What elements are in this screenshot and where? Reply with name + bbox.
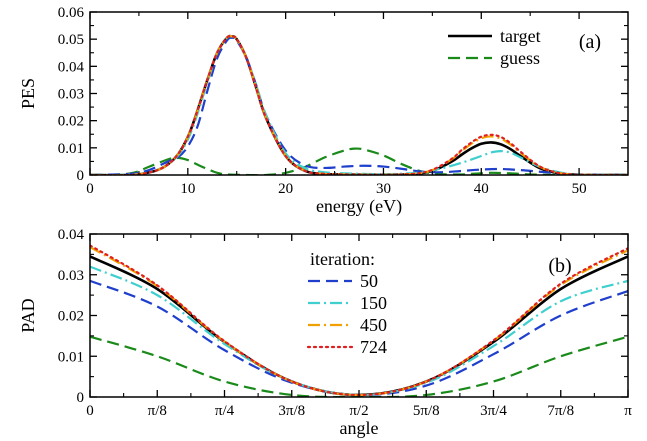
x-tick-label: 40 (474, 181, 489, 197)
x-tick-label: π/2 (349, 403, 368, 419)
x-tick-label: 30 (376, 181, 391, 197)
y-tick-label: 0.04 (58, 227, 85, 243)
series-line-150 (90, 34, 628, 175)
legend-label: 150 (360, 293, 387, 313)
series-group (90, 34, 628, 175)
y-tick-label: 0.05 (58, 32, 84, 48)
series-line-724 (90, 34, 628, 175)
legend-label: 450 (360, 315, 387, 335)
series-line-50 (90, 36, 628, 175)
x-tick-label: 0 (86, 181, 94, 197)
legend-title: iteration: (310, 249, 375, 269)
x-tick-label: 7π/8 (547, 403, 574, 419)
y-tick-label: 0 (77, 168, 85, 184)
panel-label: (a) (579, 31, 601, 53)
series-line-guess (90, 147, 628, 175)
legend-label: target (500, 26, 541, 46)
series-line-target (90, 34, 628, 175)
x-tick-label: 10 (180, 181, 195, 197)
y-tick-label: 0.04 (58, 59, 85, 75)
x-tick-label: π/8 (148, 403, 167, 419)
panel-label: (b) (548, 255, 571, 277)
y-tick-label: 0 (77, 390, 85, 406)
y-axis-label: PAD (18, 298, 38, 332)
y-tick-label: 0.01 (58, 349, 84, 365)
chart-panel-a: 0 10 20 30 40 50 0 0.01 0.02 0.03 0.04 0.05 0.06 ener… (18, 5, 629, 217)
x-tick-label: π/4 (215, 403, 235, 419)
x-axis-label: angle (340, 418, 379, 438)
legend-label: guess (500, 48, 540, 68)
x-tick-label: 0 (86, 403, 94, 419)
series-line-target (90, 255, 628, 397)
x-tick-label: π (624, 403, 632, 419)
legend-label: 50 (360, 271, 378, 291)
y-tick-label: 0.02 (58, 309, 84, 325)
y-tick-label: 0.02 (58, 114, 84, 130)
y-tick-label: 0.03 (58, 268, 84, 284)
y-tick-label: 0.06 (58, 5, 85, 21)
x-tick-label: 3π/8 (278, 403, 305, 419)
chart-panel-b: 0 π/8 π/4 3π/8 π/2 5π/8 3π/4 7π/8 π 0 0.01 0.02 0.03… (18, 227, 632, 438)
series-line-450 (90, 34, 628, 175)
y-tick-label: 0.03 (58, 87, 84, 103)
series-line-150 (90, 265, 628, 397)
y-axis-label: PES (18, 78, 38, 109)
y-tick-label: 0.01 (58, 141, 84, 157)
legend-label: 724 (360, 337, 387, 357)
x-tick-label: 50 (572, 181, 587, 197)
series-line-450 (90, 246, 628, 397)
plot-frame (89, 11, 629, 176)
x-tick-label: 5π/8 (413, 403, 440, 419)
x-tick-label: 3π/4 (480, 403, 507, 419)
x-tick-label: 20 (278, 181, 293, 197)
series-line-guess (90, 335, 628, 397)
x-axis-label: energy (eV) (316, 196, 402, 217)
